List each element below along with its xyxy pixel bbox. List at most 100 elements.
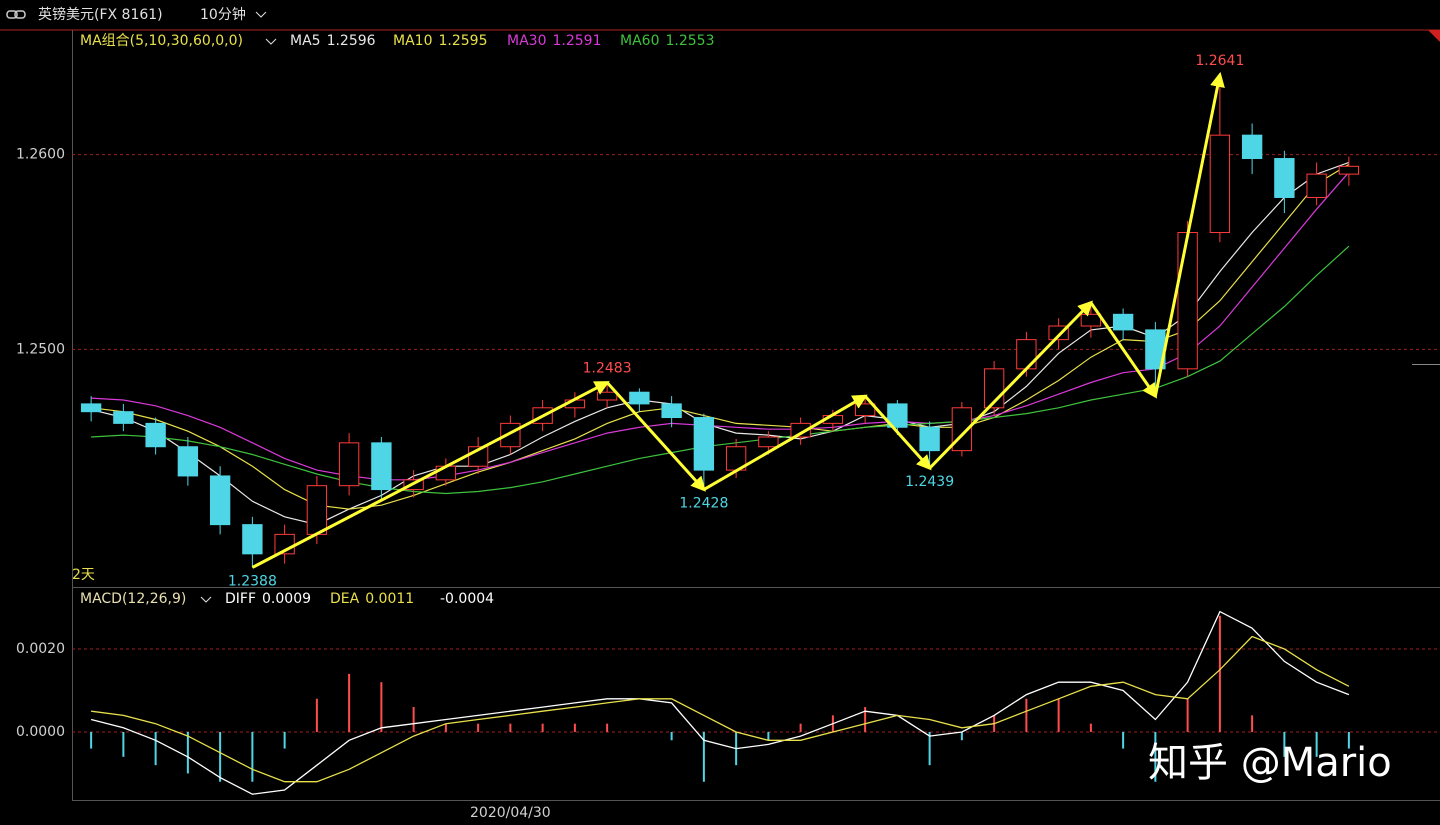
candle-body <box>242 524 263 555</box>
macd-bar <box>767 731 770 741</box>
candle-body <box>1080 313 1102 327</box>
candle-body <box>1016 339 1037 370</box>
y-tick-label: 1.2600 <box>16 147 65 163</box>
legend-entry: MA30 1.2591 <box>507 33 601 49</box>
low-label: 1.2388 <box>228 573 277 589</box>
macd-bar <box>1283 731 1286 757</box>
legend-value: 0.0011 <box>365 591 414 607</box>
macd-bar <box>1251 715 1254 732</box>
macd-bar <box>283 731 286 749</box>
candle-body <box>145 422 166 448</box>
trend-arrow <box>703 394 868 491</box>
macd-bar <box>477 723 480 732</box>
legend-name: DEA <box>330 591 360 607</box>
ma-legend-title[interactable]: MA组合(5,10,30,60,0,0) <box>80 33 243 49</box>
macd-bar <box>154 731 157 766</box>
candle-body <box>758 436 779 448</box>
macd-bar <box>864 707 867 732</box>
macd-bar <box>1057 698 1060 732</box>
macd-bar <box>541 723 544 732</box>
dropdown-chevron[interactable] <box>255 11 267 18</box>
macd-bar <box>444 723 447 732</box>
candle-body <box>80 403 102 413</box>
legend-entry: DIFF 0.0009 <box>225 591 311 607</box>
x-tick-label: 2020/04/30 <box>470 805 551 821</box>
ma-line <box>91 245 1350 495</box>
candle-body <box>596 391 618 401</box>
legend-name: MA30 <box>507 33 546 49</box>
trend-arrow <box>251 381 610 569</box>
candle-body <box>629 391 650 405</box>
candle-body <box>1209 134 1231 234</box>
watermark: 知乎 @Mario <box>1148 740 1392 786</box>
dropdown-chevron[interactable] <box>265 38 277 45</box>
candle-body <box>1274 158 1295 198</box>
macd-bar <box>251 731 254 782</box>
legend-name: MA5 <box>290 33 321 49</box>
trend-arrow <box>606 381 706 492</box>
candle-body <box>790 422 811 438</box>
macd-bar <box>1218 615 1221 732</box>
macd-bar <box>348 673 351 732</box>
legend-entry: MA10 1.2595 <box>393 33 487 49</box>
macd-bar <box>670 731 673 741</box>
trend-arrow <box>864 395 932 471</box>
candle-body <box>1241 134 1263 160</box>
macd-bar <box>1025 698 1028 732</box>
macd-bar <box>606 723 609 732</box>
legend-entry: -0.0004 <box>440 591 494 607</box>
macd-bar <box>573 723 576 732</box>
candle-body <box>177 446 199 477</box>
legend-entry: DEA 0.0011 <box>330 591 414 607</box>
candle-body <box>1112 313 1134 331</box>
candle-body <box>1177 232 1198 370</box>
period-label: 2天 <box>72 567 95 583</box>
candle-body <box>887 403 908 428</box>
macd-bar <box>380 682 383 732</box>
macd-bar <box>509 723 512 732</box>
symbol: 英镑美元(FX 8161) <box>38 6 163 23</box>
y-tick-label: 1.2500 <box>16 341 65 357</box>
macd-bar <box>702 731 705 782</box>
y-tick-label: 0.0020 <box>16 641 65 657</box>
legend-value: 1.2595 <box>438 33 487 49</box>
macd-bar <box>219 731 222 782</box>
low-label: 1.2439 <box>905 474 954 490</box>
period[interactable]: 10分钟 <box>200 6 246 23</box>
macd-legend-title[interactable]: MACD(12,26,9) <box>80 591 186 607</box>
candle-body <box>919 426 940 452</box>
candle-body <box>113 411 134 424</box>
macd-bar <box>90 731 93 749</box>
ma-line <box>91 635 1350 783</box>
legend-value: 1.2591 <box>552 33 601 49</box>
macd-bar <box>1089 723 1092 732</box>
macd-bar <box>960 731 963 741</box>
corner-mark <box>1428 30 1440 42</box>
low-label: 1.2428 <box>679 496 728 512</box>
macd-bar <box>1347 731 1350 749</box>
legend-name: MA10 <box>393 33 432 49</box>
macd-bar <box>412 707 415 732</box>
candle-body <box>338 442 360 487</box>
legend-entry: MA60 1.2553 <box>620 33 714 49</box>
macd-bar <box>1122 731 1125 749</box>
legend-value: 0.0009 <box>262 591 311 607</box>
legend-entry: MA5 1.2596 <box>290 33 376 49</box>
macd-bar <box>1154 731 1157 782</box>
ma-line <box>90 161 1350 526</box>
legend-name: MA60 <box>620 33 659 49</box>
trend-arrow <box>928 300 1093 470</box>
legend-name: DIFF <box>225 591 256 607</box>
dropdown-chevron[interactable] <box>200 596 212 603</box>
ma-line <box>91 163 1350 510</box>
trend-arrow <box>1153 71 1225 397</box>
trend-arrow <box>1089 301 1158 399</box>
legend-value: -0.0004 <box>440 591 494 607</box>
ma-line <box>90 610 1350 795</box>
macd-bar <box>799 723 802 732</box>
legend-value: 1.2596 <box>327 33 376 49</box>
high-label: 1.2641 <box>1195 53 1244 69</box>
candle-body <box>661 403 682 419</box>
